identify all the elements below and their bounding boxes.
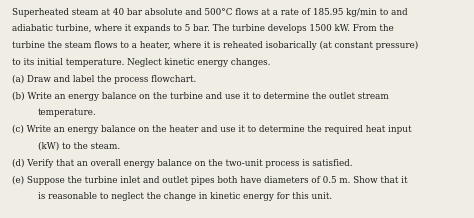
Text: (b) Write an energy balance on the turbine and use it to determine the outlet st: (b) Write an energy balance on the turbi… xyxy=(12,92,389,101)
Text: (kW) to the steam.: (kW) to the steam. xyxy=(38,142,120,151)
Text: is reasonable to neglect the change in kinetic energy for this unit.: is reasonable to neglect the change in k… xyxy=(38,192,332,201)
Text: Superheated steam at 40 bar absolute and 500°C flows at a rate of 185.95 kg/min : Superheated steam at 40 bar absolute and… xyxy=(12,8,408,17)
Text: to its initial temperature. Neglect kinetic energy changes.: to its initial temperature. Neglect kine… xyxy=(12,58,270,67)
Text: turbine the steam flows to a heater, where it is reheated isobarically (at const: turbine the steam flows to a heater, whe… xyxy=(12,41,418,50)
Text: (d) Verify that an overall energy balance on the two-unit process is satisfied.: (d) Verify that an overall energy balanc… xyxy=(12,159,352,168)
Text: (e) Suppose the turbine inlet and outlet pipes both have diameters of 0.5 m. Sho: (e) Suppose the turbine inlet and outlet… xyxy=(12,175,407,185)
Text: adiabatic turbine, where it expands to 5 bar. The turbine develops 1500 kW. From: adiabatic turbine, where it expands to 5… xyxy=(12,24,393,33)
Text: (c) Write an energy balance on the heater and use it to determine the required h: (c) Write an energy balance on the heate… xyxy=(12,125,411,134)
Text: (a) Draw and label the process flowchart.: (a) Draw and label the process flowchart… xyxy=(12,75,196,84)
Text: temperature.: temperature. xyxy=(38,108,97,117)
